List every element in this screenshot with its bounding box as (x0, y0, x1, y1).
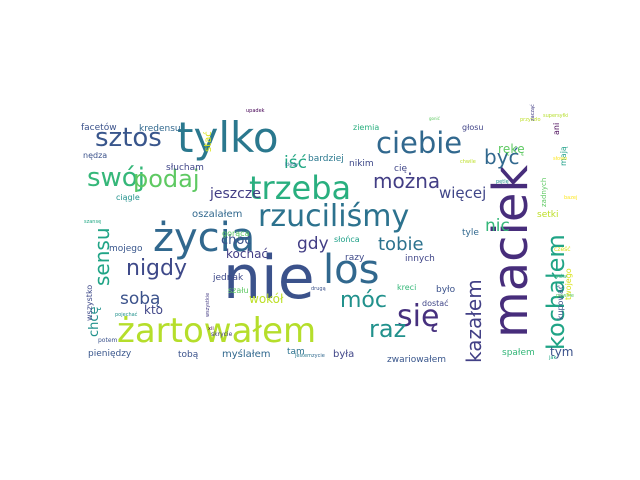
cloud-word: być (484, 145, 520, 169)
cloud-word: myślałem (222, 348, 271, 360)
cloud-word: szansę (84, 219, 101, 225)
cloud-word: rękę (498, 142, 525, 156)
cloud-word: tobą (178, 350, 199, 360)
cloud-word: tam (287, 347, 305, 357)
cloud-word: pieniędzy (88, 349, 132, 359)
cloud-word: tylko (177, 113, 279, 162)
cloud-word: podaj (133, 165, 200, 193)
cloud-word: nędza (83, 151, 107, 160)
cloud-word: było (436, 285, 456, 295)
cloud-word: sensu (90, 228, 114, 287)
cloud-word: chcę (87, 306, 102, 337)
cloud-word: znów (554, 273, 567, 280)
cloud-word: bazej (564, 195, 577, 201)
cloud-word: ziemia (353, 123, 379, 132)
cloud-word: kochać (226, 247, 268, 261)
cloud-word: tym (550, 345, 574, 359)
cloud-word: pewnie (556, 293, 574, 299)
cloud-word: supersyłki (543, 113, 568, 119)
cloud-word: iść (284, 153, 307, 173)
cloud-word: sztos (95, 123, 162, 153)
cloud-word: pojechać (115, 311, 138, 318)
cloud-word: raz (369, 315, 406, 343)
cloud-word: pętlę (496, 179, 509, 185)
cloud-word: xii (208, 326, 214, 332)
cloud-word: szału (228, 286, 249, 295)
cloud-word: los (323, 247, 379, 293)
cloud-word: była (333, 349, 354, 360)
cloud-word: tobie (378, 234, 424, 255)
cloud-word: słucham (166, 163, 204, 173)
cloud-word: razy (345, 253, 365, 263)
cloud-word: jak (548, 355, 556, 361)
cloud-word: mają (559, 146, 568, 166)
cloud-word: oszalałem (192, 209, 242, 220)
cloud-word: sobą (120, 289, 160, 309)
cloud-word: drugą (311, 286, 326, 292)
cloud-word: kto (144, 303, 163, 317)
cloud-word: gdy (297, 234, 329, 254)
cloud-word: twojego (564, 268, 573, 300)
cloud-word: jestem (294, 353, 312, 359)
cloud-word: słońca (334, 235, 360, 244)
cloud-word: nikim (349, 159, 374, 169)
cloud-word: głosu (462, 123, 483, 132)
cloud-word: zadnych (540, 178, 548, 207)
cloud-word: kreci (397, 283, 416, 292)
cloud-word: upadek (246, 108, 265, 114)
cloud-word: wszystko (85, 285, 94, 321)
cloud-word: rzuciliśmy (258, 199, 409, 234)
cloud-word: słowo (553, 156, 567, 162)
cloud-word: nigdy (126, 256, 187, 281)
cloud-word: setki (537, 210, 558, 220)
cloud-word: stać (202, 131, 214, 152)
cloud-word: się (397, 299, 439, 334)
cloud-word: chwile (460, 159, 476, 165)
cloud-word: ciebie (376, 126, 462, 160)
cloud-word: zycie (312, 353, 325, 359)
cloud-word: choć (221, 233, 252, 248)
cloud-word: zwariowałem (387, 355, 446, 365)
cloud-word: kazałem (462, 279, 486, 363)
cloud-word: trzeba (249, 169, 351, 207)
cloud-word: cię (394, 164, 407, 174)
cloud-word: przyszło (520, 117, 541, 123)
cloud-word: życia (153, 215, 255, 261)
cloud-word: facetów (81, 122, 117, 133)
cloud-word: jednak (212, 273, 244, 283)
cloud-word: cześć (554, 246, 571, 253)
cloud-word: ani (552, 123, 561, 135)
cloud-word: mojego (109, 244, 143, 254)
cloud-word: tyle (462, 228, 479, 238)
cloud-word: kiedy (285, 162, 299, 168)
cloud-word: skrycie (211, 331, 233, 338)
cloud-word: swój (87, 163, 145, 193)
cloud-word: wokół (249, 292, 284, 306)
cloud-word: spałem (502, 348, 535, 358)
cloud-word: bardziej (308, 154, 344, 164)
cloud-word: ciągle (116, 193, 140, 202)
cloud-word: gorąca (222, 229, 250, 238)
cloud-word: zacząć (529, 104, 536, 121)
cloud-word: kredensu (139, 124, 181, 134)
cloud-word: innych (405, 254, 435, 264)
cloud-word: móc (340, 288, 387, 313)
cloud-word: można (373, 169, 440, 193)
cloud-word: maciek (483, 165, 539, 338)
cloud-word: żartowałem (117, 311, 316, 351)
cloud-word: wszystkie (205, 293, 211, 317)
cloud-word: więcej (439, 184, 486, 202)
cloud-word: gonić (429, 116, 440, 121)
cloud-word: dostać (422, 298, 449, 308)
cloud-word: nie (223, 243, 315, 313)
cloud-word: kochałem (542, 234, 570, 350)
cloud-word: potem (98, 337, 118, 344)
cloud-word: kupować (555, 285, 565, 320)
cloud-word: jeszcze (209, 186, 261, 202)
cloud-word: nic (485, 216, 510, 236)
